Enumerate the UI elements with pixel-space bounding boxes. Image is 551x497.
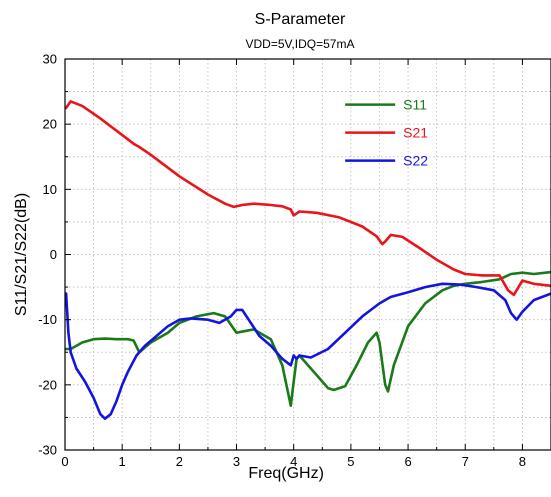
series-line-s21 [65, 100, 551, 297]
y-axis-label: S11/S21/S22(dB) [13, 193, 30, 316]
legend-label-s11: S11 [403, 97, 427, 113]
x-tick-label: 0 [61, 454, 68, 469]
y-tick-label: -30 [38, 443, 57, 458]
chart-subtitle: VDD=5V,IDQ=57mA [246, 37, 355, 51]
x-tick-label: 5 [347, 454, 354, 469]
x-tick-label: 6 [404, 454, 411, 469]
axis-ticks: 0 1 2 3 4 5 6 7 8 -30 -20 -10 0 10 20 30 [38, 52, 526, 470]
series-lines [65, 100, 551, 421]
chart-title: S-Parameter [255, 11, 346, 28]
x-axis-label: Freq(GHz) [248, 465, 324, 482]
y-tick-label: 10 [43, 182, 57, 197]
x-tick-label: 3 [233, 454, 240, 469]
x-tick-label: 1 [119, 454, 126, 469]
y-tick-label: 0 [50, 247, 57, 262]
y-tick-label: 20 [43, 117, 57, 132]
y-tick-label: -20 [38, 377, 57, 392]
y-tick-label: 30 [43, 52, 57, 67]
legend-label-s21: S21 [403, 125, 428, 141]
y-tick-label: -10 [38, 312, 57, 327]
grid [65, 59, 551, 450]
x-tick-label: 2 [176, 454, 183, 469]
x-tick-label: 8 [519, 454, 526, 469]
series-line-s22 [65, 282, 551, 421]
x-tick-label: 4 [290, 454, 297, 469]
legend-label-s22: S22 [403, 153, 428, 169]
x-tick-label: 7 [462, 454, 469, 469]
series-line-s11 [65, 270, 551, 408]
legend: S11 S21 S22 [345, 97, 428, 169]
